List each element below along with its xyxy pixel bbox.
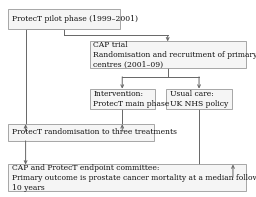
FancyBboxPatch shape [8,9,120,29]
Text: Intervention:
ProtecT main phase: Intervention: ProtecT main phase [93,90,170,108]
Text: CAP and ProtecT endpoint committee:
Primary outcome is prostate cancer mortality: CAP and ProtecT endpoint committee: Prim… [12,164,256,192]
Text: ProtecT pilot phase (1999–2001): ProtecT pilot phase (1999–2001) [12,15,137,23]
Text: ProtecT randomisation to three treatments: ProtecT randomisation to three treatment… [12,128,177,137]
FancyBboxPatch shape [90,41,246,68]
FancyBboxPatch shape [166,89,232,109]
Text: CAP trial
Randomisation and recruitment of primary care
centres (2001–09): CAP trial Randomisation and recruitment … [93,41,256,69]
FancyBboxPatch shape [8,164,246,191]
FancyBboxPatch shape [90,89,155,109]
FancyBboxPatch shape [8,124,154,141]
Text: Usual care:
UK NHS policy: Usual care: UK NHS policy [170,90,229,108]
